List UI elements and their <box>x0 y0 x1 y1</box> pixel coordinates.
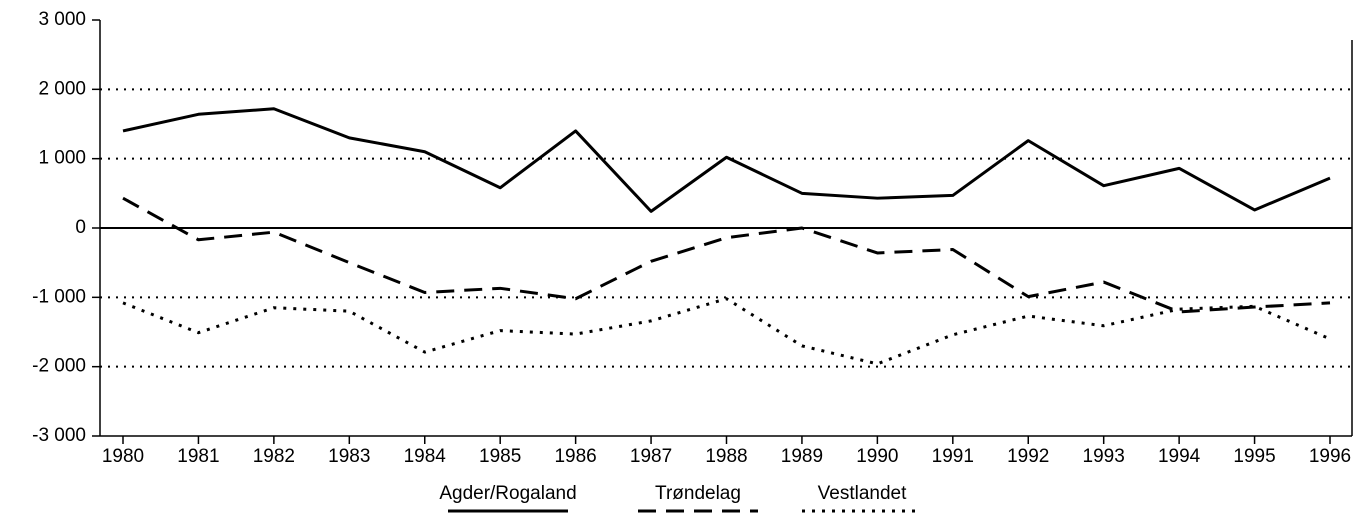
y-tick-label: 3 000 <box>38 9 86 30</box>
x-tick-label: 1985 <box>479 446 521 467</box>
y-tick-label: -1 000 <box>32 286 86 307</box>
y-tick-label: -3 000 <box>32 425 86 446</box>
y-tick-label: -2 000 <box>32 356 86 377</box>
x-tick-label: 1991 <box>932 446 974 467</box>
y-tick-label: 0 <box>75 217 86 238</box>
x-tick-label: 1986 <box>554 446 596 467</box>
x-tick-label: 1993 <box>1083 446 1125 467</box>
series-line <box>122 107 1331 213</box>
x-tick-label: 1980 <box>102 446 144 467</box>
x-tick-label: 1982 <box>253 446 295 467</box>
x-tick-label: 1995 <box>1233 446 1275 467</box>
series-line <box>122 196 1331 314</box>
x-tick-label: 1984 <box>404 446 447 467</box>
legend-label: Agder/Rogaland <box>439 483 576 504</box>
y-tick-label: 2 000 <box>38 78 86 99</box>
x-tick-label: 1994 <box>1158 446 1201 467</box>
legend-label: Trøndelag <box>655 483 741 504</box>
y-tick-label: 1 000 <box>38 148 86 169</box>
x-tick-label: 1996 <box>1309 446 1351 467</box>
x-tick-label: 1989 <box>781 446 823 467</box>
x-tick-label: 1987 <box>630 446 672 467</box>
x-tick-label: 1983 <box>328 446 370 467</box>
x-tick-label: 1992 <box>1007 446 1049 467</box>
x-tick-label: 1990 <box>856 446 898 467</box>
x-tick-label: 1988 <box>705 446 747 467</box>
series-line <box>122 297 1331 366</box>
x-tick-label: 1981 <box>177 446 219 467</box>
legend-label: Vestlandet <box>818 483 907 504</box>
